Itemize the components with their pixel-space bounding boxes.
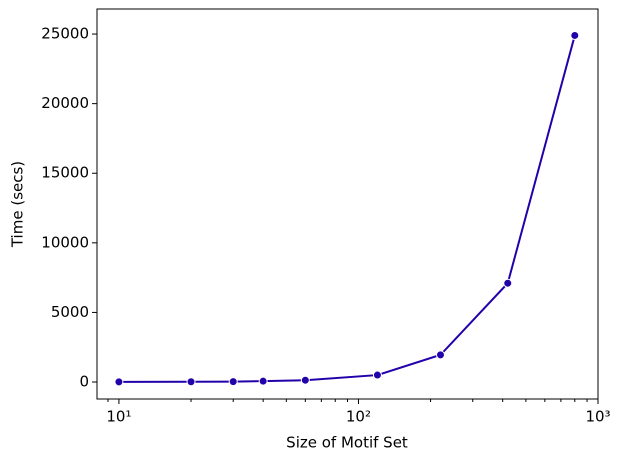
marker xyxy=(258,376,268,386)
y-tick-label: 25000 xyxy=(41,25,89,43)
y-tick-label: 15000 xyxy=(41,164,89,182)
marker xyxy=(503,278,513,288)
y-axis-label: Time (secs) xyxy=(9,161,27,248)
x-tick-label: 10¹ xyxy=(106,408,131,426)
line xyxy=(118,35,576,383)
y-tick-label: 0 xyxy=(79,373,89,391)
x-tick-label: 10² xyxy=(346,408,371,426)
marker xyxy=(372,370,382,380)
x-tick-label: 10³ xyxy=(585,408,610,426)
marker xyxy=(300,375,310,385)
x-axis-label: Size of Motif Set xyxy=(286,434,408,452)
plot-frame xyxy=(96,8,599,400)
marker xyxy=(228,377,238,387)
marker xyxy=(570,30,580,40)
marker xyxy=(186,377,196,387)
y-tick-label: 10000 xyxy=(41,233,89,251)
y-tick-label: 20000 xyxy=(41,94,89,112)
y-tick-label: 5000 xyxy=(51,303,89,321)
marker xyxy=(435,350,445,360)
marker xyxy=(114,377,124,387)
